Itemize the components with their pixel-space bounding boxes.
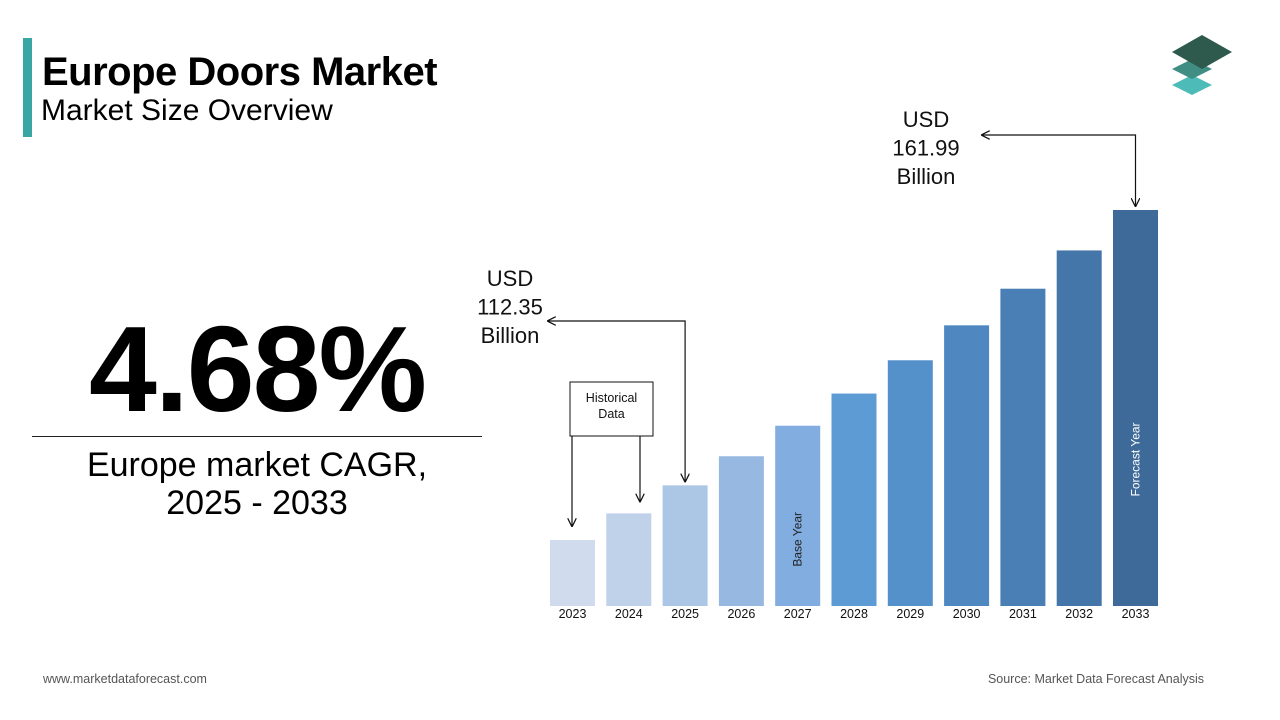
historical-data-label-line1: Historical: [586, 391, 637, 405]
bar-label-base-year: Base Year: [791, 512, 805, 567]
cagr-value: 4.68%: [89, 301, 427, 437]
logo-layer-bottom: [1172, 75, 1212, 95]
historical-data-box: [569, 381, 654, 437]
layered-diamonds-logo-icon: [1172, 35, 1232, 95]
cagr-label-line2: 2025 - 2033: [166, 484, 348, 522]
callout-2025-line1: USD: [487, 266, 533, 291]
historical-data-label-line2: Data: [598, 407, 624, 421]
bar-2033: [1113, 210, 1158, 606]
x-tick-2028: 2028: [840, 607, 868, 621]
callout-2033-leader-arrow: [982, 135, 1136, 206]
x-tick-2023: 2023: [559, 607, 587, 621]
footer-source: Source: Market Data Forecast Analysis: [987, 672, 1204, 686]
callout-2033-line2: 161.99: [892, 135, 959, 160]
page-title: Europe Doors Market: [42, 50, 438, 94]
cagr-label-line1: Europe market CAGR,: [86, 446, 428, 484]
callout-2033-line1: USD: [903, 107, 949, 132]
callout-2033-line3: Billion: [897, 164, 956, 189]
logo-layer-top: [1172, 35, 1232, 69]
footer-website: www.marketdataforecast.com: [43, 672, 207, 686]
bar-2023: [550, 540, 595, 606]
callout-2025-line3: Billion: [481, 323, 540, 348]
x-tick-2029: 2029: [896, 607, 924, 621]
page-subtitle: Market Size Overview: [41, 94, 333, 127]
bar-2028: [831, 393, 877, 606]
bar-2024: [606, 513, 652, 606]
x-tick-2025: 2025: [671, 607, 699, 621]
x-tick-2033: 2033: [1122, 607, 1150, 621]
bar-2031: [1000, 288, 1046, 606]
bar-2030: [944, 325, 990, 606]
callout-2025-line2: 112.35: [477, 294, 543, 319]
x-tick-2030: 2030: [953, 607, 981, 621]
x-tick-2026: 2026: [727, 607, 755, 621]
cagr-divider: [32, 436, 482, 437]
bar-label-forecast-year: Forecast Year: [1129, 422, 1143, 496]
bar-2027: [775, 425, 821, 606]
callout-2025-leader-arrow: [548, 321, 685, 481]
x-tick-2027: 2027: [784, 607, 812, 621]
bar-2025: [662, 485, 708, 606]
title-accent-bar: [23, 38, 32, 137]
cagr-label: Europe market CAGR, 2025 - 2033: [32, 446, 482, 522]
bar-2029: [887, 360, 933, 606]
x-tick-2032: 2032: [1065, 607, 1093, 621]
bar-2026: [718, 456, 764, 606]
x-tick-2031: 2031: [1009, 607, 1037, 621]
x-tick-2024: 2024: [615, 607, 643, 621]
bar-2032: [1056, 250, 1102, 607]
